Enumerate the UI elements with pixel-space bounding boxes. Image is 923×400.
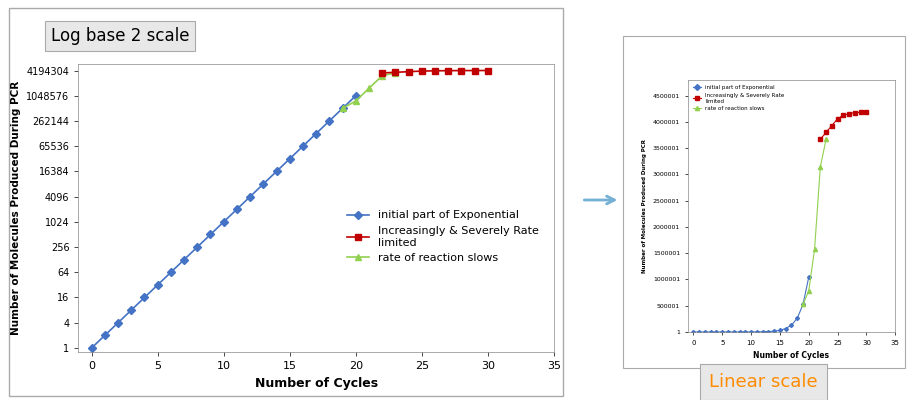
X-axis label: Number of Cycles: Number of Cycles	[753, 351, 830, 360]
initial part of Exponential	[139, 295, 150, 300]
rate of reaction slows	[803, 288, 814, 293]
initial part of Exponential	[780, 326, 791, 331]
Y-axis label: Number of Molecules Produced During PCR: Number of Molecules Produced During PCR	[11, 81, 20, 335]
Increasingly & Severely Rate
limited	[826, 123, 837, 128]
initial part of Exponential	[192, 245, 203, 250]
initial part of Exponential	[271, 169, 282, 174]
Increasingly & Severely Rate
limited	[821, 130, 832, 135]
initial part of Exponential	[324, 118, 335, 123]
Increasingly & Severely Rate
limited	[482, 68, 493, 73]
rate of reaction slows	[390, 70, 401, 75]
Increasingly & Severely Rate
limited	[429, 68, 440, 73]
initial part of Exponential	[705, 330, 716, 334]
initial part of Exponential	[711, 330, 722, 334]
initial part of Exponential	[218, 220, 229, 224]
initial part of Exponential	[178, 257, 189, 262]
initial part of Exponential	[762, 329, 773, 334]
initial part of Exponential	[165, 270, 176, 275]
initial part of Exponential	[245, 194, 256, 199]
rate of reaction slows	[815, 164, 826, 169]
Increasingly & Severely Rate
limited	[456, 68, 467, 73]
initial part of Exponential	[350, 93, 361, 98]
Increasingly & Severely Rate
limited	[815, 137, 826, 142]
Increasingly & Severely Rate
limited	[377, 70, 388, 75]
rate of reaction slows	[350, 98, 361, 103]
Line: Increasingly & Severely Rate
limited: Increasingly & Severely Rate limited	[818, 110, 869, 142]
initial part of Exponential	[774, 328, 785, 333]
Increasingly & Severely Rate
limited	[403, 69, 414, 74]
initial part of Exponential	[126, 308, 137, 312]
rate of reaction slows	[337, 106, 348, 111]
initial part of Exponential	[700, 330, 711, 334]
FancyArrowPatch shape	[584, 196, 615, 204]
rate of reaction slows	[809, 247, 820, 252]
initial part of Exponential	[734, 330, 745, 334]
initial part of Exponential	[258, 182, 269, 186]
Line: initial part of Exponential: initial part of Exponential	[692, 276, 810, 333]
Legend: initial part of Exponential, Increasingly & Severely Rate
limited, rate of react: initial part of Exponential, Increasingl…	[342, 206, 544, 268]
initial part of Exponential	[728, 330, 739, 334]
Increasingly & Severely Rate
limited	[469, 68, 480, 73]
Y-axis label: Number of Molecules Produced During PCR: Number of Molecules Produced During PCR	[642, 139, 647, 273]
initial part of Exponential	[792, 316, 803, 321]
Increasingly & Severely Rate
limited	[832, 116, 843, 121]
initial part of Exponential	[297, 144, 308, 148]
Increasingly & Severely Rate
limited	[838, 113, 849, 118]
initial part of Exponential	[310, 131, 321, 136]
Increasingly & Severely Rate
limited	[416, 69, 427, 74]
initial part of Exponential	[113, 320, 124, 325]
rate of reaction slows	[797, 302, 809, 307]
Increasingly & Severely Rate
limited	[855, 110, 866, 115]
initial part of Exponential	[716, 330, 727, 334]
initial part of Exponential	[284, 156, 295, 161]
initial part of Exponential	[232, 207, 243, 212]
Increasingly & Severely Rate
limited	[849, 110, 860, 115]
initial part of Exponential	[769, 329, 780, 334]
initial part of Exponential	[693, 330, 704, 334]
initial part of Exponential	[797, 302, 809, 307]
initial part of Exponential	[739, 330, 750, 334]
Line: rate of reaction slows: rate of reaction slows	[339, 70, 399, 112]
Text: Log base 2 scale: Log base 2 scale	[51, 27, 189, 45]
initial part of Exponential	[723, 330, 734, 334]
initial part of Exponential	[152, 282, 163, 287]
initial part of Exponential	[688, 330, 699, 334]
rate of reaction slows	[364, 86, 375, 91]
Increasingly & Severely Rate
limited	[390, 70, 401, 75]
Line: Increasingly & Severely Rate
limited: Increasingly & Severely Rate limited	[378, 67, 491, 76]
initial part of Exponential	[86, 346, 97, 350]
Increasingly & Severely Rate
limited	[844, 111, 855, 116]
initial part of Exponential	[785, 323, 797, 328]
rate of reaction slows	[377, 73, 388, 78]
initial part of Exponential	[100, 333, 111, 338]
rate of reaction slows	[821, 137, 832, 142]
initial part of Exponential	[746, 330, 757, 334]
initial part of Exponential	[751, 330, 762, 334]
initial part of Exponential	[337, 106, 348, 111]
Line: initial part of Exponential: initial part of Exponential	[89, 93, 358, 351]
Legend: initial part of Exponential, Increasingly & Severely Rate
limited, rate of react: initial part of Exponential, Increasingl…	[690, 83, 787, 114]
initial part of Exponential	[803, 274, 814, 279]
Increasingly & Severely Rate
limited	[861, 109, 872, 114]
Text: Linear scale: Linear scale	[709, 373, 818, 391]
initial part of Exponential	[205, 232, 216, 237]
Increasingly & Severely Rate
limited	[443, 68, 454, 73]
initial part of Exponential	[757, 329, 768, 334]
Line: rate of reaction slows: rate of reaction slows	[801, 137, 828, 306]
X-axis label: Number of Cycles: Number of Cycles	[255, 376, 378, 390]
